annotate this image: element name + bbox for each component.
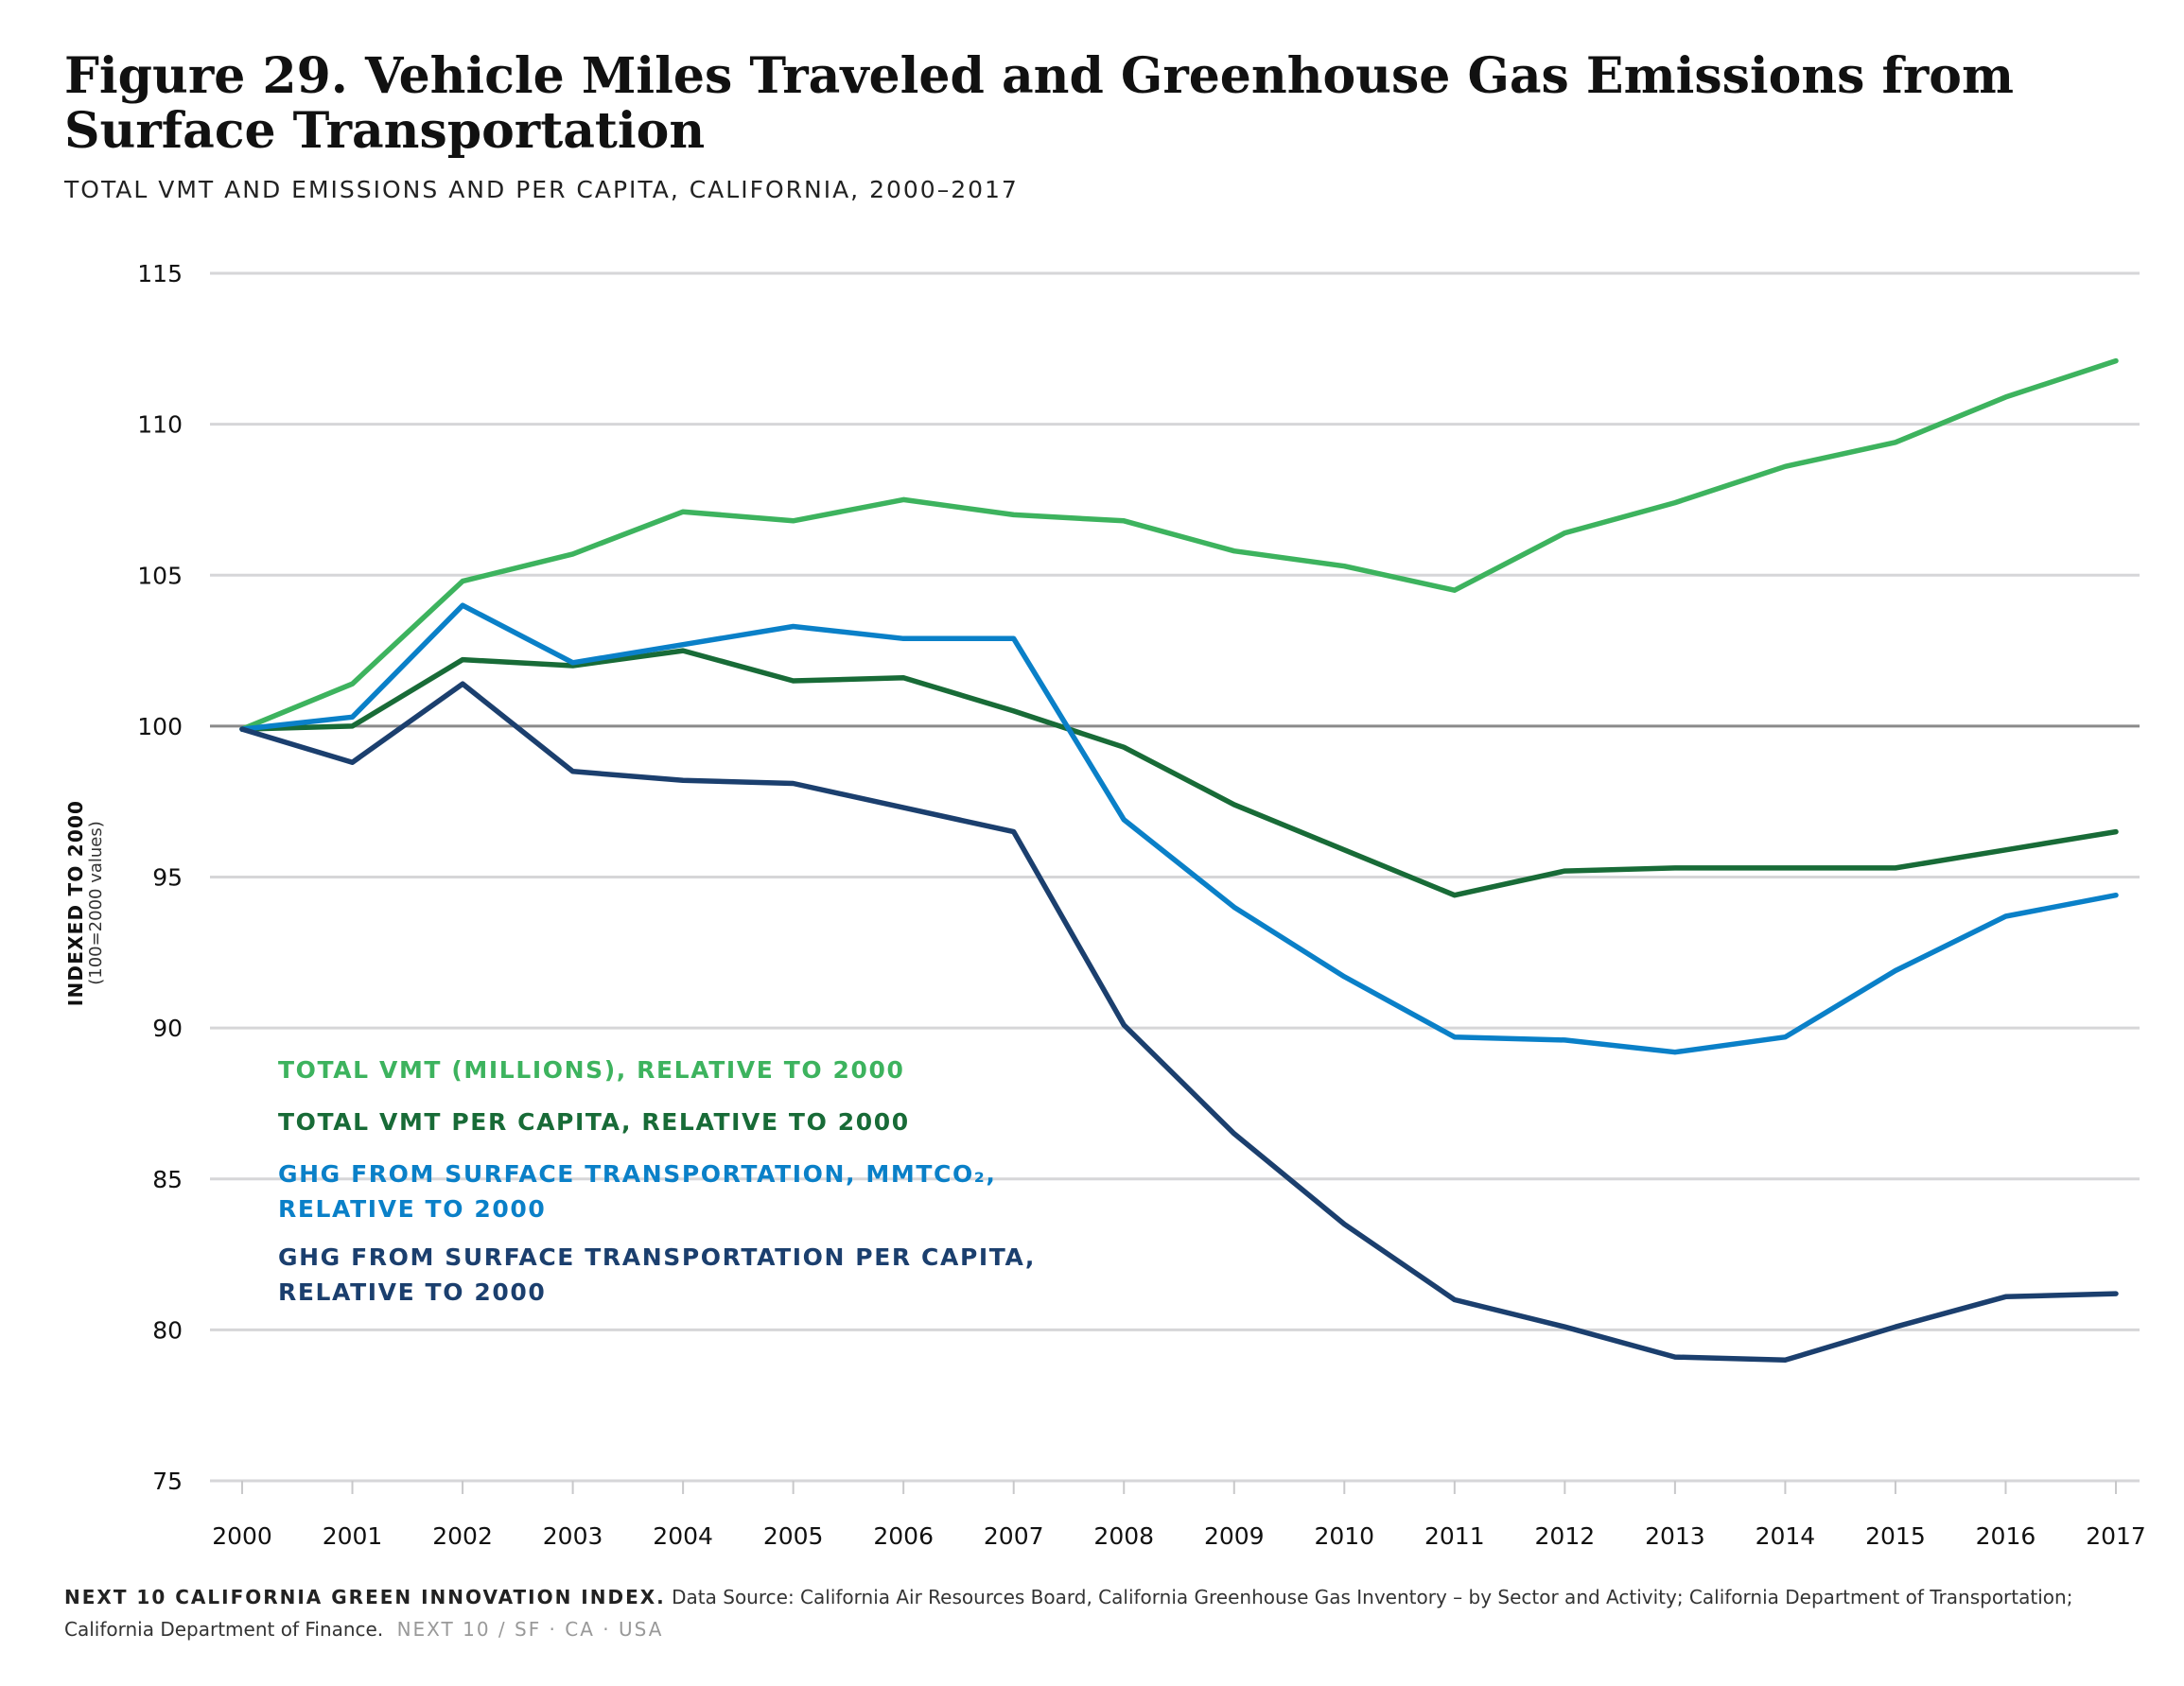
x-tick-label: 2015 <box>1865 1522 1926 1550</box>
y-tick-label: 90 <box>152 1015 183 1042</box>
x-tick-label: 2012 <box>1535 1522 1596 1550</box>
y-axis-ticks: 75 80 85 90 95 100 105 110 115 <box>137 260 183 1495</box>
x-tick-label: 2003 <box>543 1522 603 1550</box>
footer-label: NEXT 10 CALIFORNIA GREEN INNOVATION INDE… <box>64 1586 666 1608</box>
x-tick-label: 2001 <box>323 1522 383 1550</box>
x-tick-label: 2002 <box>432 1522 493 1550</box>
x-tick-label: 2005 <box>763 1522 824 1550</box>
y-axis-label: INDEXED TO 2000 <box>64 800 87 1006</box>
footer-note: NEXT 10 CALIFORNIA GREEN INNOVATION INDE… <box>64 1581 2126 1645</box>
y-tick-label: 110 <box>137 411 183 439</box>
x-tick-label: 2004 <box>653 1522 713 1550</box>
x-tick-label: 2011 <box>1424 1522 1485 1550</box>
x-tick-label: 2009 <box>1204 1522 1265 1550</box>
title-line-2: Surface Transportation <box>64 102 706 160</box>
y-tick-label: 100 <box>137 713 183 740</box>
x-tick-label: 2006 <box>873 1522 934 1550</box>
legend-entry-3: GHG FROM SURFACE TRANSPORTATION, MMTCO₂, <box>278 1160 996 1188</box>
title-line-1: Figure 29. Vehicle Miles Traveled and Gr… <box>64 47 2014 105</box>
y-tick-label: 105 <box>137 562 183 589</box>
x-tick-label: 2007 <box>984 1522 1044 1550</box>
chart-subtitle: TOTAL VMT AND EMISSIONS AND PER CAPITA, … <box>64 176 1019 203</box>
y-tick-label: 115 <box>137 260 183 287</box>
y-tick-label: 95 <box>152 864 183 892</box>
y-axis-label-group: INDEXED TO 2000 (100=2000 values) <box>64 800 106 1006</box>
chart-title: Figure 29. Vehicle Miles Traveled and Gr… <box>64 49 2145 159</box>
x-tick-label: 2017 <box>2086 1522 2146 1550</box>
x-tick-label: 2010 <box>1314 1522 1374 1550</box>
legend-entry-3: RELATIVE TO 2000 <box>278 1195 546 1223</box>
y-axis-sublabel: (100=2000 values) <box>86 821 106 985</box>
series-line-3 <box>239 602 2119 1055</box>
series-line-1 <box>239 357 2119 732</box>
x-tick-label: 2013 <box>1645 1522 1705 1550</box>
x-tick-label: 2014 <box>1756 1522 1816 1550</box>
series-lines <box>239 357 2119 1364</box>
x-tick-label: 2000 <box>212 1522 272 1550</box>
series-line-2 <box>239 648 2119 898</box>
footer-brand: NEXT 10 / SF · CA · USA <box>396 1618 664 1641</box>
legend-entry-2: TOTAL VMT PER CAPITA, RELATIVE TO 2000 <box>278 1108 910 1136</box>
footer-source: Data Source: California Air Resources Bo… <box>64 1586 2073 1641</box>
legend-entry-1: TOTAL VMT (MILLIONS), RELATIVE TO 2000 <box>278 1056 905 1084</box>
series-line-4 <box>239 681 2119 1364</box>
y-tick-label: 85 <box>152 1166 183 1193</box>
y-tick-label: 80 <box>152 1316 183 1344</box>
legend-entry-4: GHG FROM SURFACE TRANSPORTATION PER CAPI… <box>278 1243 1036 1271</box>
x-tick-label: 2008 <box>1093 1522 1154 1550</box>
x-tick-label: 2016 <box>1976 1522 2036 1550</box>
legend-entry-4: RELATIVE TO 2000 <box>278 1278 546 1306</box>
legend: TOTAL VMT (MILLIONS), RELATIVE TO 2000 TO… <box>278 1056 1036 1306</box>
x-axis: 2000 2001 2002 2003 2004 2005 2006 2007 2008 2009… <box>210 1479 2146 1550</box>
y-tick-label: 75 <box>152 1468 183 1495</box>
